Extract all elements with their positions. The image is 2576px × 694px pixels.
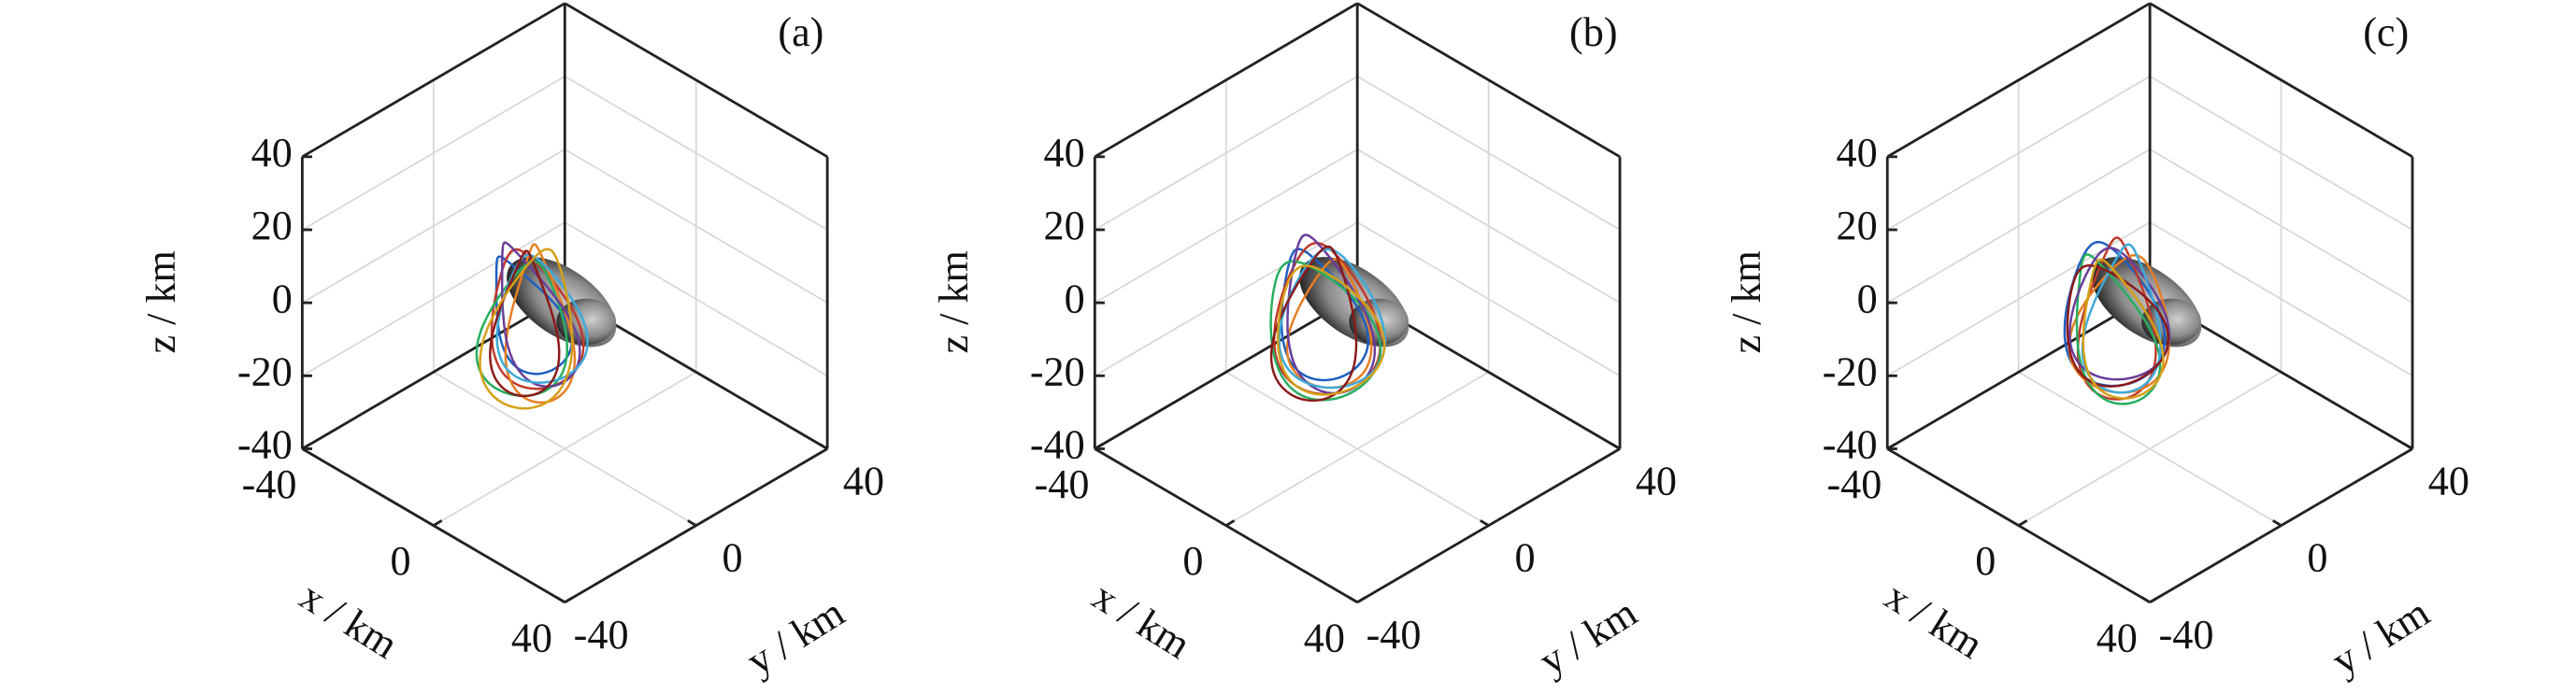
panel: -40 -20 0 20 40 -40 0 40 -40 0 40 z / km x / km y / k…: [1724, 2, 2469, 684]
trajectory: [1276, 264, 1386, 396]
z-tick-label: -40: [1823, 422, 1878, 468]
x-tick-label: 40: [511, 615, 552, 660]
x-axis-label: x / km: [1877, 573, 1991, 667]
y-axis-label: y / km: [738, 589, 852, 684]
y-tick-label: 0: [1514, 535, 1535, 581]
z-tick-label: 0: [1857, 276, 1878, 321]
tick-mark: [1348, 596, 1358, 603]
y-tick-label: 0: [2307, 535, 2327, 581]
z-tick-label: -20: [1823, 348, 1878, 394]
trajectory: [2081, 243, 2162, 394]
axis-edge: [564, 2, 828, 159]
tick-mark: [687, 519, 697, 527]
trajectory: [475, 260, 569, 398]
z-tick-label: -40: [1030, 422, 1085, 468]
panel-label: (b): [1569, 9, 1618, 55]
panel-label: (c): [2363, 9, 2409, 55]
z-tick-label: -20: [1030, 348, 1085, 394]
tick-mark: [301, 442, 311, 450]
y-tick-label: -40: [574, 612, 629, 658]
tick-mark: [818, 442, 828, 450]
y-tick-label: 40: [1636, 458, 1677, 503]
z-tick-label: 40: [1836, 130, 1877, 176]
panel: -40 -20 0 20 40 -40 0 40 -40 0 40 z / km x / km y / k…: [931, 2, 1677, 684]
z-tick-label: 20: [1836, 203, 1877, 248]
x-tick-label: 0: [1975, 538, 1996, 584]
y-tick-label: -40: [1367, 612, 1422, 658]
y-tick-label: 0: [723, 535, 743, 581]
tick-mark: [2017, 519, 2028, 527]
y-tick-label: 40: [843, 458, 884, 503]
y-axis-label: y / km: [1531, 589, 1645, 684]
axis-edge: [2149, 2, 2413, 159]
axis-edge: [1886, 293, 2151, 450]
axis-edge: [1356, 2, 1621, 159]
y-axis-label: y / km: [2324, 589, 2438, 684]
tick-mark: [2272, 519, 2283, 527]
x-tick-label: -40: [1035, 461, 1090, 507]
z-tick-label: 40: [1044, 130, 1085, 176]
tick-mark: [1480, 519, 1490, 527]
z-tick-label: -20: [237, 348, 293, 394]
z-axis-label: z / km: [1724, 250, 1769, 353]
tick-mark: [1356, 596, 1367, 603]
tick-mark: [2140, 596, 2151, 603]
z-tick-label: 20: [1044, 203, 1085, 248]
tick-mark: [1094, 442, 1104, 450]
z-tick-label: 40: [251, 130, 293, 176]
trajectory: [479, 248, 574, 410]
axis-edge: [301, 2, 565, 159]
z-tick-label: 20: [251, 203, 293, 248]
z-tick-label: -40: [237, 422, 293, 468]
x-tick-label: 0: [1182, 538, 1203, 584]
tick-mark: [433, 519, 443, 527]
trajectory: [2066, 263, 2169, 388]
y-tick-label: 40: [2428, 458, 2469, 503]
grid-line: [433, 371, 697, 527]
x-tick-label: -40: [242, 461, 297, 507]
x-tick-label: 40: [2097, 615, 2138, 660]
x-tick-label: 0: [390, 538, 410, 584]
axis-edge: [301, 293, 565, 450]
x-axis-label: x / km: [293, 573, 407, 667]
trajectory: [1278, 248, 1387, 389]
tick-mark: [555, 596, 565, 603]
x-tick-label: 40: [1304, 615, 1345, 660]
z-axis-label: z / km: [931, 250, 977, 353]
trajectory: [504, 243, 577, 404]
tick-mark: [1225, 519, 1236, 527]
trajectory: [1285, 258, 1373, 389]
tick-mark: [2149, 596, 2159, 603]
tick-mark: [564, 596, 574, 603]
panel: -40 -20 0 20 40 -40 0 40 -40 0 40 z / km x / km y / k…: [138, 2, 884, 684]
tick-mark: [1610, 442, 1621, 450]
z-tick-label: 0: [1065, 276, 1085, 321]
panel-label: (a): [778, 9, 823, 55]
z-axis-label: z / km: [138, 250, 184, 353]
y-tick-label: -40: [2159, 612, 2214, 658]
axis-edge: [1886, 2, 2151, 159]
trajectory: [2082, 258, 2165, 400]
grid-line: [1225, 371, 1490, 527]
axis-edge: [1094, 2, 1358, 159]
trajectory: [495, 253, 589, 385]
x-axis-label: x / km: [1084, 573, 1198, 667]
tick-mark: [2403, 442, 2413, 450]
x-tick-label: -40: [1826, 461, 1882, 507]
tick-mark: [1886, 442, 1896, 450]
z-tick-label: 0: [272, 276, 293, 321]
axis-edge: [1094, 293, 1358, 450]
grid-line: [2018, 371, 2283, 527]
